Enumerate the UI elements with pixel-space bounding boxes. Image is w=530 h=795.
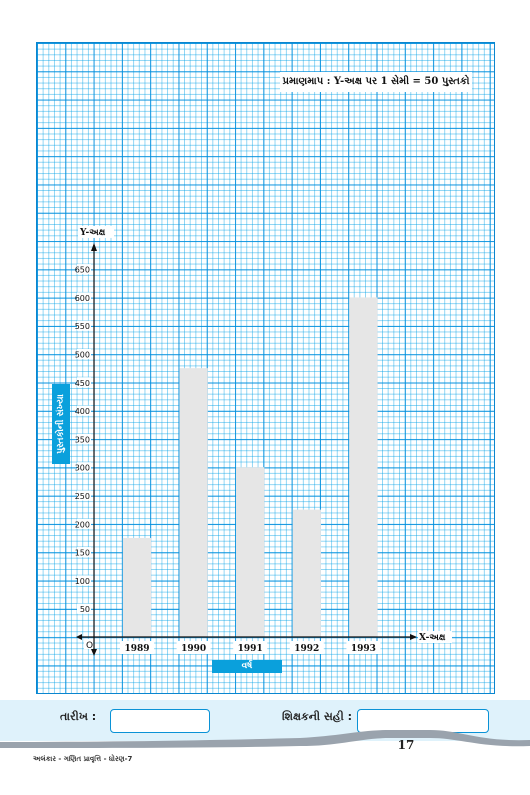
y-tick-100: 100 [75, 577, 90, 586]
y-axis-title-text: પુસ્તકોની સંખ્યા [56, 394, 66, 454]
y-tick-600: 600 [75, 294, 90, 303]
y-tick-150: 150 [75, 549, 90, 558]
y-axis-name-bg [78, 225, 114, 238]
x-axis-title: વર્ષ [212, 660, 282, 673]
y-tick-bg-50 [77, 603, 91, 614]
bar-1991 [236, 467, 265, 637]
x-tick-bg-1989 [120, 641, 154, 654]
y-tick-bg-500 [77, 349, 91, 359]
x-tick-1993: 1993 [351, 644, 376, 654]
date-field[interactable] [110, 709, 210, 733]
y-tick-300: 300 [75, 464, 90, 473]
x-tick-1989: 1989 [124, 644, 149, 654]
page-number: 17 [397, 738, 415, 752]
y-tick-bg-600 [77, 292, 91, 303]
y-tick-200: 200 [75, 520, 90, 529]
y-tick-400: 400 [75, 407, 90, 416]
x-axis-left-arrow [76, 634, 82, 640]
x-tick-1992: 1992 [294, 644, 319, 654]
y-tick-250: 250 [75, 492, 90, 501]
book-title: અલંકાર - ગણિત પ્રાવૃત્તિ - ધોરણ-7 [33, 755, 133, 763]
y-tick-bg-350 [77, 433, 91, 444]
y-axis-name: Y-અક્ષ [79, 228, 106, 238]
y-tick-bg-100 [77, 575, 91, 586]
bar-1993 [349, 297, 378, 637]
origin-bg [84, 639, 93, 649]
x-tick-bg-1991 [233, 641, 268, 654]
y-axis-down-arrow [91, 649, 97, 656]
y-tick-bg-400 [77, 405, 91, 416]
x-tick-bg-1990 [176, 641, 211, 654]
scale-note: પ્રમાણમાપ : Y-અક્ષ પર 1 સેમી = 50 પુસ્તક… [280, 72, 472, 92]
y-tick-50: 50 [80, 605, 90, 614]
bar-1990 [179, 368, 208, 637]
bar-1989 [122, 537, 152, 637]
teacher-signature-label: શિક્ષકની સહી : [282, 710, 352, 723]
x-axis-arrow [410, 634, 417, 640]
x-axis-name: X-અક્ષ [419, 633, 446, 643]
bar-1992 [292, 509, 321, 637]
y-tick-bg-200 [77, 518, 91, 529]
y-tick-bg-450 [77, 377, 91, 388]
graph-paper [36, 42, 495, 694]
bar-chart: 50 100 150 200 250 300 350 400 450 500 550 600 650 19… [74, 225, 452, 656]
x-tick-1990: 1990 [181, 644, 206, 654]
y-tick-bg-650 [77, 264, 91, 275]
y-tick-bg-250 [77, 490, 91, 501]
y-axis-title: પુસ્તકોની સંખ્યા [52, 384, 70, 464]
y-tick-bg-150 [77, 547, 91, 558]
x-tick-bg-1992 [289, 641, 324, 654]
x-axis-name-bg [418, 631, 452, 643]
y-tick-650: 650 [75, 266, 90, 275]
x-tick-bg-1993 [346, 641, 381, 654]
y-tick-bg-550 [77, 320, 91, 331]
footer-swoosh [0, 730, 530, 748]
date-label: તારીખ : [60, 710, 97, 723]
y-tick-350: 350 [75, 435, 90, 444]
y-tick-500: 500 [75, 351, 90, 360]
x-tick-1991: 1991 [238, 644, 263, 654]
y-axis-arrow [91, 242, 97, 251]
y-tick-bg-300 [77, 462, 91, 473]
y-tick-450: 450 [75, 379, 90, 388]
y-tick-550: 550 [75, 322, 90, 331]
origin-label: O [86, 641, 93, 651]
